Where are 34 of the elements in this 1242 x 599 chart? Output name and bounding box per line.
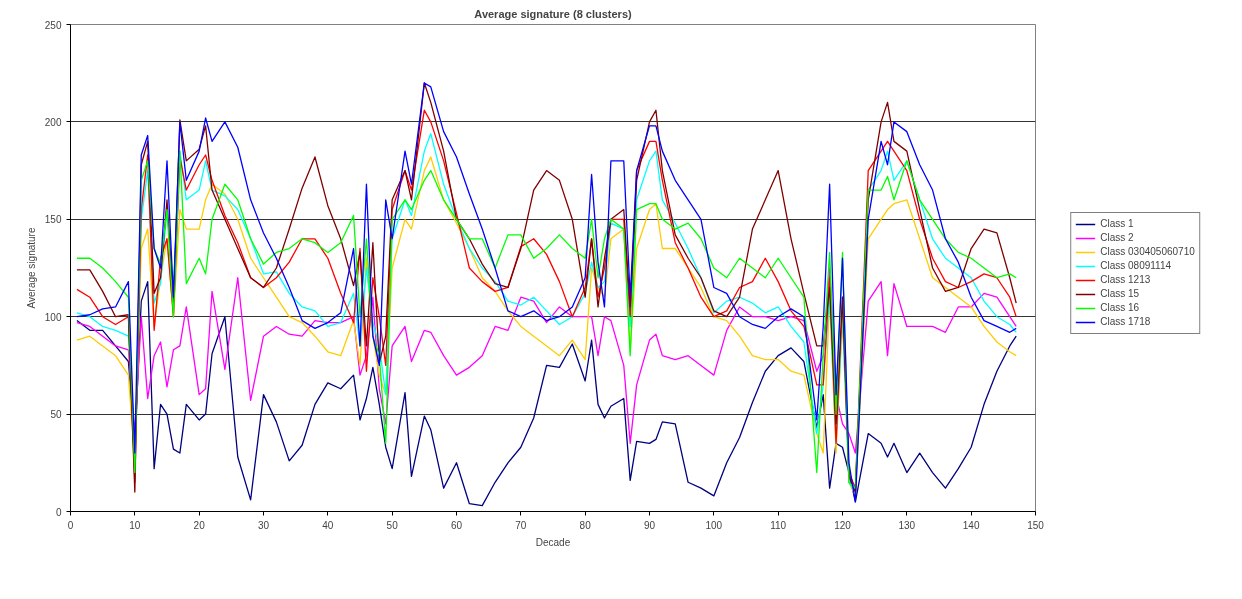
legend-label: Class 08091114 xyxy=(1100,259,1172,273)
x-tick-label: 120 xyxy=(834,519,852,531)
x-tick-label: 100 xyxy=(705,519,723,531)
y-tick-label: 200 xyxy=(44,116,62,128)
chart-title: Average signature (8 clusters) xyxy=(474,7,632,20)
x-tick-label: 50 xyxy=(386,519,399,531)
legend-label: Class 15 xyxy=(1100,287,1140,301)
y-axis-title: Average signature xyxy=(25,227,37,309)
x-tick-label: 10 xyxy=(129,519,141,531)
line-series xyxy=(76,280,1017,507)
x-tick-label: 30 xyxy=(257,519,270,531)
y-tick-label: 0 xyxy=(55,506,62,518)
x-tick-label: 40 xyxy=(322,519,334,531)
x-tick-label: 130 xyxy=(898,519,916,531)
x-tick-label: 140 xyxy=(962,519,980,531)
legend-label: Class 1213 xyxy=(1100,273,1151,287)
x-tick-label: 80 xyxy=(579,519,592,531)
x-tick-label: 90 xyxy=(643,519,656,531)
x-tick-label: 20 xyxy=(193,519,206,531)
legend-label: Class 1718 xyxy=(1100,315,1151,329)
y-tick-label: 150 xyxy=(44,214,62,226)
y-tick-label: 50 xyxy=(50,409,62,421)
legend-label: Class 16 xyxy=(1100,301,1140,315)
legend-label: Class 030405060710 xyxy=(1100,245,1195,259)
x-tick-label: 0 xyxy=(67,519,74,531)
x-tick-label: 70 xyxy=(515,519,527,531)
x-tick-label: 150 xyxy=(1027,519,1045,531)
y-tick-label: 250 xyxy=(44,19,62,31)
y-tick-label: 100 xyxy=(44,311,62,323)
x-tick-label: 60 xyxy=(450,519,463,531)
legend-label: Class 1 xyxy=(1100,217,1134,231)
legend-label: Class 2 xyxy=(1100,231,1134,245)
x-tick-label: 110 xyxy=(770,519,787,531)
x-axis-title: Decade xyxy=(535,536,571,548)
